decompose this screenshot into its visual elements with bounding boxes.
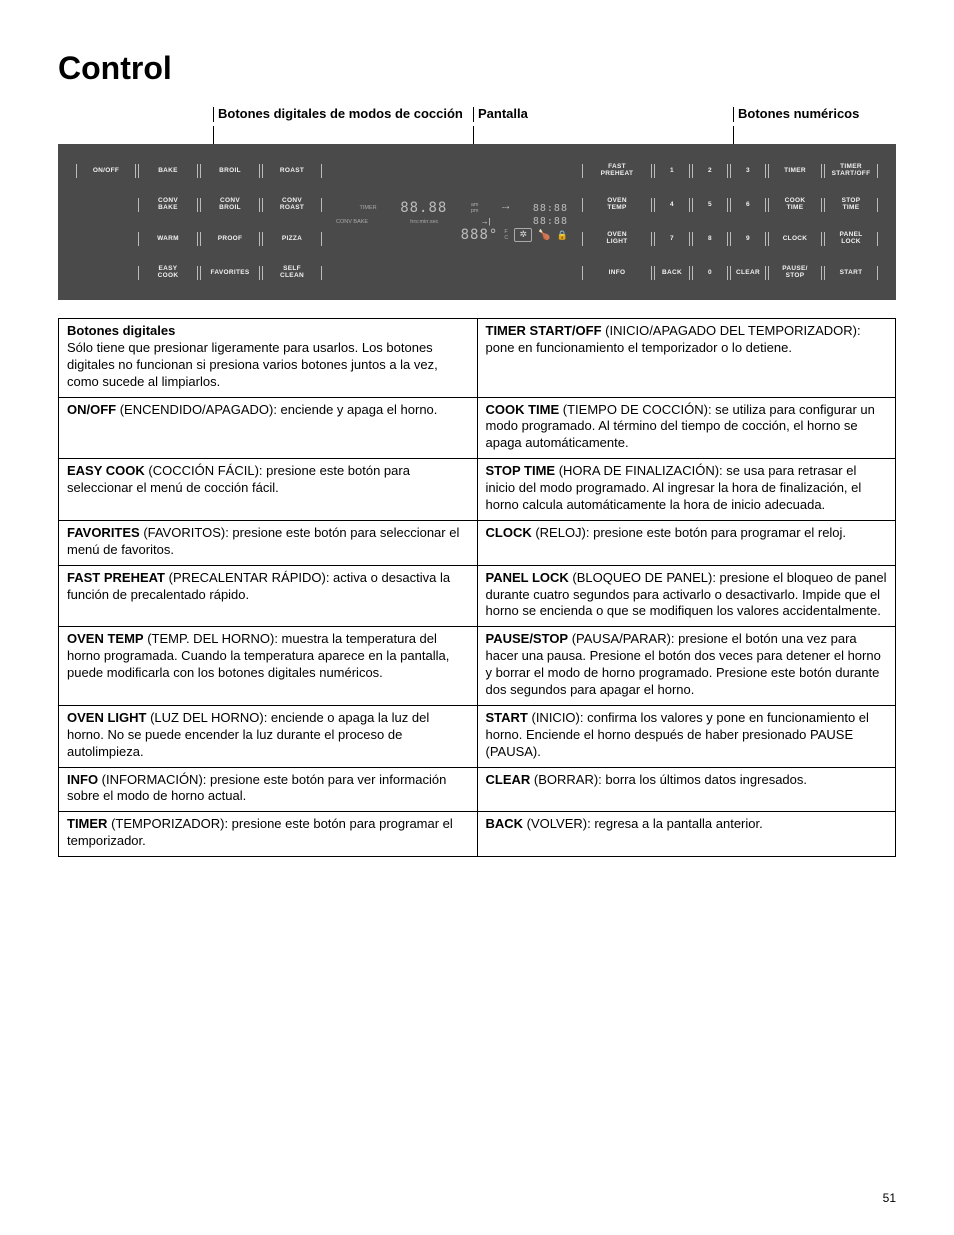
panel-button[interactable]: 9: [730, 229, 766, 249]
panel-button[interactable]: 5: [692, 195, 728, 215]
panel-button[interactable]: ROAST: [262, 161, 322, 181]
table-cell: BACK (VOLVER): regresa a la pantalla ant…: [477, 812, 896, 857]
fan-icon: ✲: [514, 228, 532, 242]
panel-button[interactable]: COOKTIME: [768, 195, 822, 215]
panel-button[interactable]: TIMER: [768, 161, 822, 181]
table-cell: OVEN LIGHT (LUZ DEL HORNO): enciende o a…: [59, 705, 478, 767]
panel-button[interactable]: CONVBROIL: [200, 195, 260, 215]
panel-button[interactable]: INFO: [582, 263, 652, 283]
table-cell: ON/OFF (ENCENDIDO/APAGADO): enciende y a…: [59, 397, 478, 459]
page-number: 51: [883, 1191, 896, 1205]
table-cell: Botones digitalesSólo tiene que presiona…: [59, 318, 478, 397]
table-cell: INFO (INFORMACIÓN): presione este botón …: [59, 767, 478, 812]
panel-button[interactable]: BAKE: [138, 161, 198, 181]
table-cell: OVEN TEMP (TEMP. DEL HORNO): muestra la …: [59, 627, 478, 706]
panel-button[interactable]: CLOCK: [768, 229, 822, 249]
panel-button[interactable]: 1: [654, 161, 690, 181]
panel-button[interactable]: 7: [654, 229, 690, 249]
table-cell: FAST PREHEAT (PRECALENTAR RÁPIDO): activ…: [59, 565, 478, 627]
panel-button[interactable]: BROIL: [200, 161, 260, 181]
meat-icon: 🍗: [538, 230, 550, 241]
descriptions-table: Botones digitalesSólo tiene que presiona…: [58, 318, 896, 857]
panel-button[interactable]: FAVORITES: [200, 263, 260, 283]
panel-button[interactable]: PANELLOCK: [824, 229, 878, 249]
panel-button[interactable]: ON/OFF: [76, 161, 136, 181]
clock-readout: 88.88: [400, 200, 447, 216]
arrow-end-icon: →|: [481, 217, 491, 226]
panel-button[interactable]: PAUSE/STOP: [768, 263, 822, 283]
panel-button[interactable]: 0: [692, 263, 728, 283]
panel-button[interactable]: EASYCOOK: [138, 263, 198, 283]
sub-readout-1: 88:88: [533, 203, 568, 214]
panel-button[interactable]: 2: [692, 161, 728, 181]
hrsminsec-label: hrs:min:sec: [410, 219, 438, 225]
panel-button[interactable]: TIMERSTART/OFF: [824, 161, 878, 181]
ampm-label: ampm: [471, 202, 479, 214]
control-panel: TIMER 88.88 ampm ⤏ 88:88 CONV BAKE hrs:m…: [58, 144, 896, 300]
panel-button[interactable]: PROOF: [200, 229, 260, 249]
timer-label: TIMER: [360, 205, 377, 211]
panel-button[interactable]: WARM: [138, 229, 198, 249]
panel-button[interactable]: START: [824, 263, 878, 283]
table-cell: TIMER START/OFF (INICIO/APAGADO DEL TEMP…: [477, 318, 896, 397]
table-cell: FAVORITES (FAVORITOS): presione este bot…: [59, 520, 478, 565]
table-cell: START (INICIO): confirma los valores y p…: [477, 705, 896, 767]
panel-button[interactable]: OVENTEMP: [582, 195, 652, 215]
temp-readout: 888°: [461, 227, 499, 243]
display-area: TIMER 88.88 ampm ⤏ 88:88 CONV BAKE hrs:m…: [324, 200, 580, 243]
panel-button[interactable]: 8: [692, 229, 728, 249]
panel-button[interactable]: 4: [654, 195, 690, 215]
table-cell: TIMER (TEMPORIZADOR): presione este botó…: [59, 812, 478, 857]
table-cell: CLOCK (RELOJ): presione este botón para …: [477, 520, 896, 565]
panel-button[interactable]: CLEAR: [730, 263, 766, 283]
temp-unit: FC: [504, 229, 508, 241]
panel-button[interactable]: PIZZA: [262, 229, 322, 249]
callout-numeric: Botones numéricos: [733, 107, 896, 122]
panel-button[interactable]: FASTPREHEAT: [582, 161, 652, 181]
panel-button[interactable]: 3: [730, 161, 766, 181]
callout-display: Pantalla: [473, 107, 733, 122]
panel-button[interactable]: BACK: [654, 263, 690, 283]
table-cell: COOK TIME (TIEMPO DE COCCIÓN): se utiliz…: [477, 397, 896, 459]
table-cell: CLEAR (BORRAR): borra los últimos datos …: [477, 767, 896, 812]
panel-button[interactable]: STOPTIME: [824, 195, 878, 215]
panel-button[interactable]: CONVBAKE: [138, 195, 198, 215]
panel-button[interactable]: OVENLIGHT: [582, 229, 652, 249]
table-cell: EASY COOK (COCCIÓN FÁCIL): presione este…: [59, 459, 478, 521]
table-cell: PANEL LOCK (BLOQUEO DE PANEL): presione …: [477, 565, 896, 627]
panel-button[interactable]: SELFCLEAN: [262, 263, 322, 283]
page-title: Control: [58, 50, 896, 87]
callout-row: Botones digitales de modos de cocción Pa…: [58, 107, 896, 122]
panel-button[interactable]: CONVROAST: [262, 195, 322, 215]
sub-readout-2: 88:88: [533, 216, 568, 227]
table-cell: PAUSE/STOP (PAUSA/PARAR): presione el bo…: [477, 627, 896, 706]
conv-bake-indicator: CONV BAKE: [336, 219, 368, 225]
callout-modes: Botones digitales de modos de cocción: [213, 107, 473, 122]
arrow-icon: ⤏: [502, 204, 509, 212]
lock-icon: 🔒: [557, 230, 568, 241]
table-cell: STOP TIME (HORA DE FINALIZACIÓN): se usa…: [477, 459, 896, 521]
panel-button[interactable]: 6: [730, 195, 766, 215]
